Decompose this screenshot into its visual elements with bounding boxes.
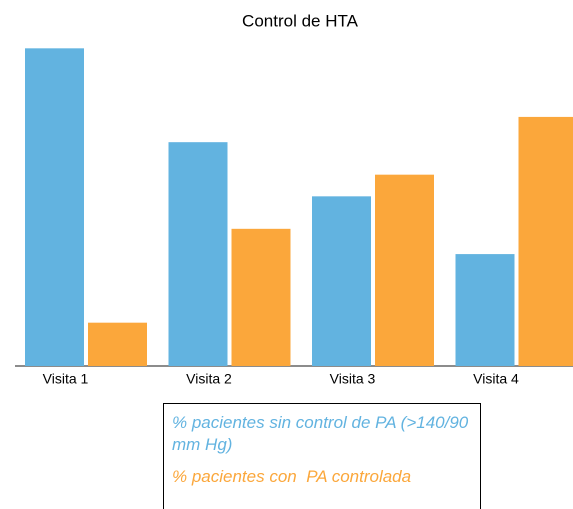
bar <box>375 174 434 366</box>
x-tick-label: Visita 4 <box>473 371 519 387</box>
x-tick-label: Visita 2 <box>186 371 232 387</box>
bar <box>88 322 147 366</box>
bar <box>231 228 291 366</box>
legend-entry: % pacientes sin control de PA (>140/90 m… <box>172 413 473 454</box>
legend-entry: % pacientes con PA controlada <box>172 467 412 486</box>
chart-title: Control de HTA <box>242 11 359 30</box>
x-tick-label: Visita 1 <box>43 371 89 387</box>
chart: Control de HTA Visita 1 Visita 2 Visita 3 V… <box>15 11 573 387</box>
x-tick-label: Visita 3 <box>330 371 376 387</box>
bar <box>168 142 228 366</box>
bar <box>312 196 371 366</box>
bar <box>518 116 573 366</box>
bar <box>25 48 84 366</box>
legend: % pacientes sin control de PA (>140/90 m… <box>163 403 481 509</box>
bar <box>455 254 515 366</box>
